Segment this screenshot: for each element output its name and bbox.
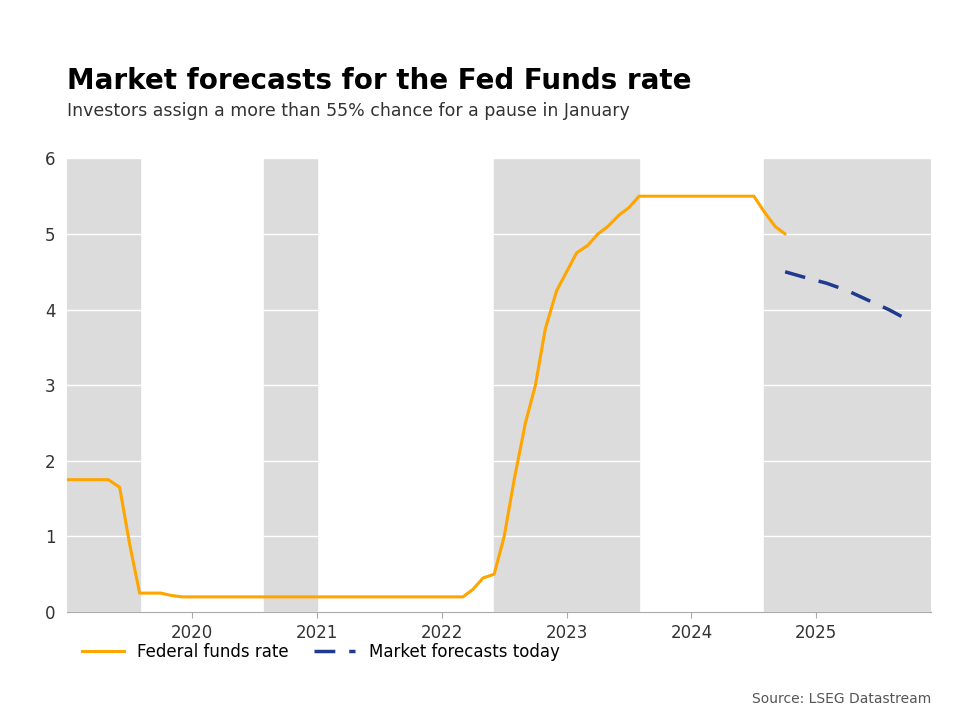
Bar [264,158,317,612]
Text: Market forecasts for the Fed Funds rate: Market forecasts for the Fed Funds rate [67,67,692,95]
Bar [764,158,960,612]
Bar [67,158,139,612]
Text: Source: LSEG Datastream: Source: LSEG Datastream [752,692,931,706]
Text: Investors assign a more than 55% chance for a pause in January: Investors assign a more than 55% chance … [67,102,630,120]
Bar [494,158,639,612]
Legend: Federal funds rate, Market forecasts today: Federal funds rate, Market forecasts tod… [76,636,566,667]
